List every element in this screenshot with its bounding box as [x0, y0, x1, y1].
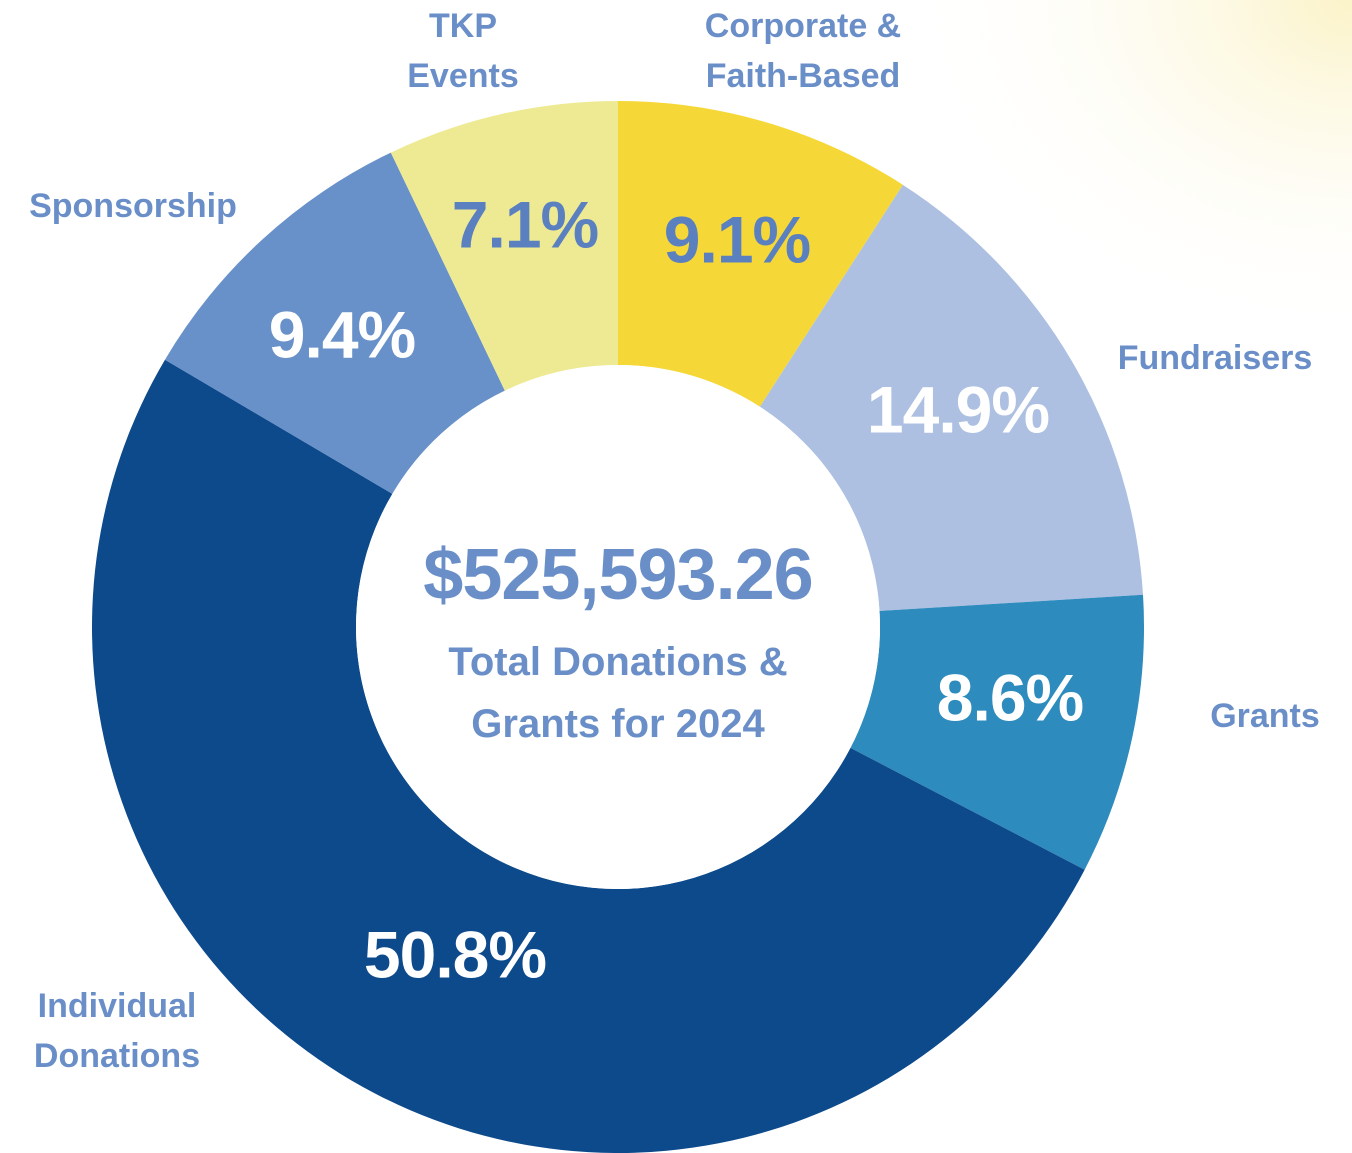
- donut-segment: [92, 359, 1085, 1153]
- value-label: 7.1%: [452, 187, 598, 261]
- donut-segment: [618, 101, 903, 407]
- donut-segment: [164, 152, 505, 494]
- donut: [92, 101, 1145, 1153]
- category-label: Corporate & Faith-Based: [705, 7, 901, 95]
- category-label: Fundraisers: [1118, 339, 1313, 377]
- category-label: Sponsorship: [29, 187, 237, 225]
- donut-segment: [390, 101, 618, 391]
- value-label: 9.1%: [664, 202, 810, 276]
- category-label: Individual Donations: [34, 987, 200, 1075]
- category-label: Grants: [1210, 697, 1320, 735]
- donut-segment: [850, 594, 1145, 870]
- category-label: TKP Events: [407, 7, 519, 95]
- center-amount: $525,593.26: [423, 535, 812, 615]
- value-label: 50.8%: [364, 917, 546, 991]
- donut-hole: [356, 365, 880, 889]
- value-label: 14.9%: [867, 372, 1049, 446]
- value-label: 9.4%: [269, 297, 415, 371]
- donut-segment: [759, 184, 1144, 611]
- value-label: 8.6%: [937, 660, 1083, 734]
- center-caption: Total Donations & Grants for 2024: [448, 640, 787, 746]
